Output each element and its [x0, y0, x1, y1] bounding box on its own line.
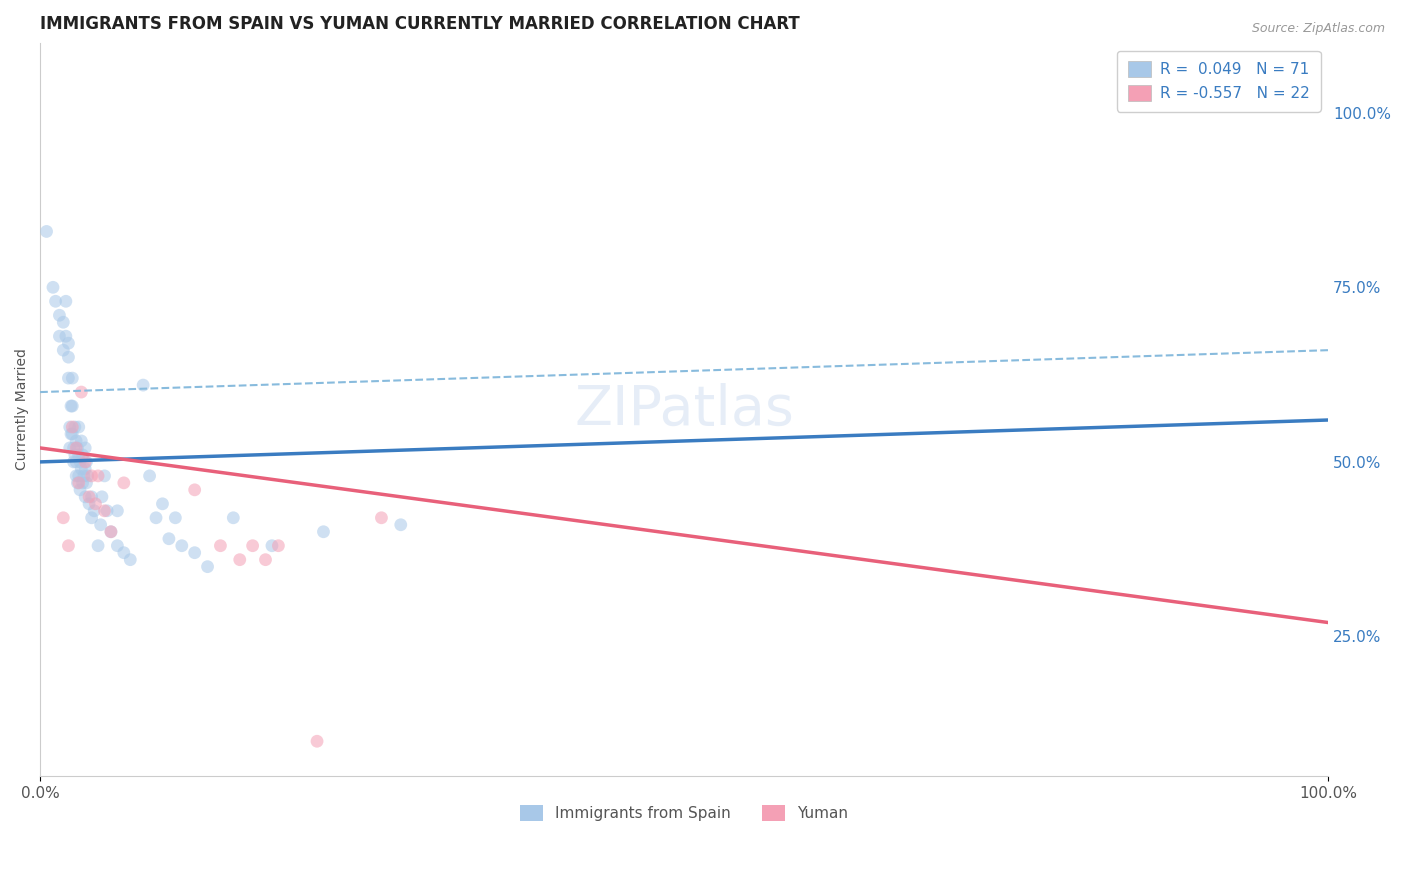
Point — [58, 371, 80, 385]
Point — [75, 462, 97, 476]
Point — [165, 510, 187, 524]
Point — [69, 455, 91, 469]
Text: ZIPatlas: ZIPatlas — [574, 383, 794, 436]
Point — [65, 468, 87, 483]
Point — [77, 497, 100, 511]
Point — [65, 455, 87, 469]
Point — [80, 490, 103, 504]
Point — [267, 539, 290, 553]
Y-axis label: Currently Married: Currently Married — [15, 349, 30, 470]
Point — [60, 427, 83, 442]
Point — [183, 546, 205, 560]
Point — [52, 315, 75, 329]
Point — [72, 475, 94, 490]
Point — [132, 378, 155, 392]
Point — [67, 468, 90, 483]
Point — [66, 475, 89, 490]
Point — [87, 468, 110, 483]
Point — [170, 539, 193, 553]
Point — [96, 504, 118, 518]
Point — [67, 420, 90, 434]
Text: Source: ZipAtlas.com: Source: ZipAtlas.com — [1251, 22, 1385, 36]
Point — [84, 497, 107, 511]
Point — [254, 552, 277, 566]
Point — [72, 448, 94, 462]
Point — [100, 524, 122, 539]
Point — [63, 420, 86, 434]
Point — [42, 280, 65, 294]
Point — [75, 455, 97, 469]
Point — [138, 468, 160, 483]
Point — [70, 462, 93, 476]
Point — [58, 336, 80, 351]
Point — [60, 420, 83, 434]
Point — [91, 490, 114, 504]
Point — [59, 441, 82, 455]
Point — [152, 497, 174, 511]
Point — [77, 490, 100, 504]
Point — [52, 343, 75, 358]
Point — [242, 539, 264, 553]
Point — [100, 524, 122, 539]
Point — [370, 510, 392, 524]
Point — [312, 524, 335, 539]
Point — [60, 399, 83, 413]
Point — [35, 224, 58, 238]
Point — [65, 441, 87, 455]
Point — [157, 532, 180, 546]
Point — [58, 350, 80, 364]
Point — [183, 483, 205, 497]
Point — [55, 329, 77, 343]
Point — [66, 441, 89, 455]
Point — [70, 385, 93, 400]
Point — [76, 468, 98, 483]
Point — [105, 504, 128, 518]
Point — [62, 441, 84, 455]
Point — [83, 504, 105, 518]
Point — [62, 455, 84, 469]
Point — [60, 371, 83, 385]
Point — [69, 483, 91, 497]
Point — [305, 734, 328, 748]
Point — [93, 468, 115, 483]
Point — [76, 455, 98, 469]
Point — [59, 420, 82, 434]
Point — [90, 517, 112, 532]
Point — [48, 308, 70, 322]
Point — [112, 475, 135, 490]
Point — [197, 559, 219, 574]
Point — [73, 468, 96, 483]
Point — [145, 510, 167, 524]
Point — [60, 427, 83, 442]
Point — [75, 490, 97, 504]
Point — [93, 504, 115, 518]
Point — [120, 552, 142, 566]
Point — [75, 441, 97, 455]
Point — [67, 448, 90, 462]
Point — [87, 539, 110, 553]
Point — [260, 539, 283, 553]
Point — [58, 539, 80, 553]
Point — [222, 510, 245, 524]
Point — [60, 399, 83, 413]
Point — [63, 448, 86, 462]
Legend: Immigrants from Spain, Yuman: Immigrants from Spain, Yuman — [515, 799, 853, 827]
Point — [70, 434, 93, 448]
Point — [67, 475, 90, 490]
Text: IMMIGRANTS FROM SPAIN VS YUMAN CURRENTLY MARRIED CORRELATION CHART: IMMIGRANTS FROM SPAIN VS YUMAN CURRENTLY… — [41, 15, 800, 33]
Point — [389, 517, 412, 532]
Point — [55, 294, 77, 309]
Point — [229, 552, 252, 566]
Point — [76, 475, 98, 490]
Point — [52, 510, 75, 524]
Point — [209, 539, 232, 553]
Point — [48, 329, 70, 343]
Point — [65, 434, 87, 448]
Point — [80, 510, 103, 524]
Point — [112, 546, 135, 560]
Point — [105, 539, 128, 553]
Point — [80, 468, 103, 483]
Point — [45, 294, 67, 309]
